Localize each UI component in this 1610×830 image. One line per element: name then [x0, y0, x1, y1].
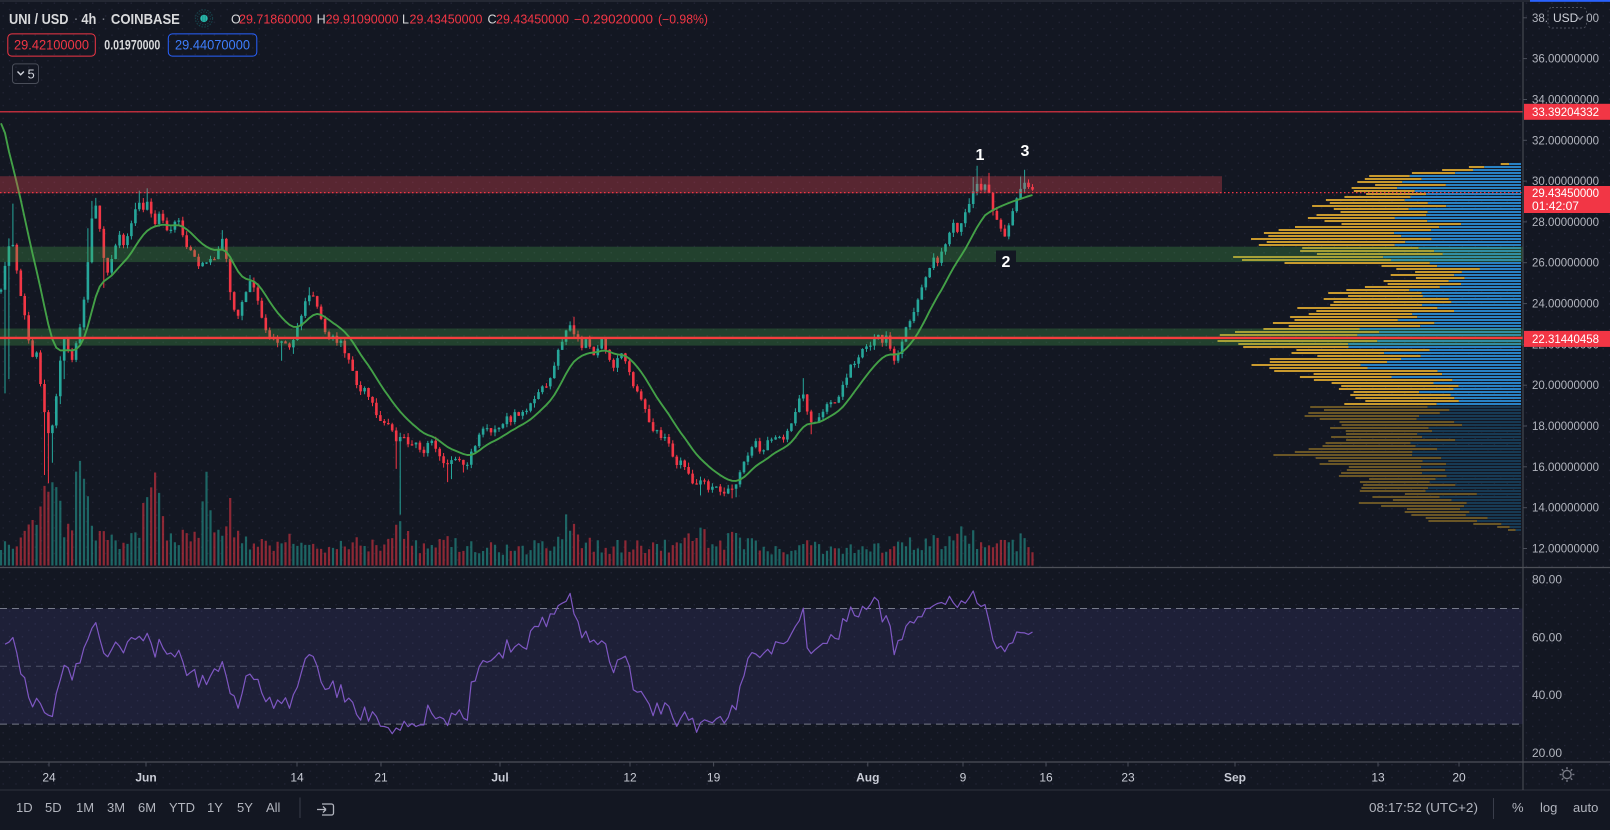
svg-text:21: 21 [374, 771, 388, 785]
svg-text:5Y: 5Y [237, 800, 253, 815]
svg-text:Aug: Aug [856, 771, 879, 785]
svg-text:14: 14 [290, 771, 304, 785]
svg-text:08:17:52 (UTC+2): 08:17:52 (UTC+2) [1369, 800, 1478, 815]
svg-text:log: log [1540, 800, 1557, 815]
svg-text:20.00: 20.00 [1532, 746, 1562, 760]
svg-text:29.42100000: 29.42100000 [14, 38, 89, 53]
svg-text:34.00000000: 34.00000000 [1532, 93, 1599, 107]
svg-text:30.00000000: 30.00000000 [1532, 174, 1599, 188]
svg-text:22.31440458: 22.31440458 [1532, 332, 1599, 346]
svg-text:4h: 4h [81, 11, 96, 28]
svg-text:12: 12 [623, 771, 637, 785]
svg-text:9: 9 [960, 771, 967, 785]
svg-text:40.00: 40.00 [1532, 688, 1562, 702]
svg-text:29.43450000: 29.43450000 [410, 13, 483, 27]
svg-text:24.00000000: 24.00000000 [1532, 297, 1599, 311]
svg-text:20.00000000: 20.00000000 [1532, 378, 1599, 392]
svg-text:3M: 3M [107, 800, 125, 815]
svg-text:16: 16 [1039, 771, 1053, 785]
svg-text:COINBASE: COINBASE [111, 11, 180, 28]
svg-text:24: 24 [42, 771, 56, 785]
svg-text:16.00000000: 16.00000000 [1532, 460, 1599, 474]
svg-text:36.00000000: 36.00000000 [1532, 52, 1599, 66]
svg-text:23: 23 [1121, 771, 1135, 785]
svg-text:13: 13 [1371, 771, 1385, 785]
svg-text:(−0.98%): (−0.98%) [658, 13, 708, 27]
svg-text:1D: 1D [16, 800, 33, 815]
svg-text:29.44070000: 29.44070000 [175, 38, 250, 53]
svg-text:28.00000000: 28.00000000 [1532, 215, 1599, 229]
svg-text:1Y: 1Y [207, 800, 223, 815]
svg-text:1: 1 [976, 147, 985, 164]
svg-text:All: All [266, 800, 281, 815]
svg-text:USD: USD [1553, 11, 1579, 25]
svg-text:auto: auto [1573, 800, 1598, 815]
svg-text:−0.29020000: −0.29020000 [574, 13, 653, 27]
svg-text:0.01970000: 0.01970000 [104, 38, 160, 53]
svg-text:Jun: Jun [135, 771, 156, 785]
svg-text:19: 19 [707, 771, 721, 785]
svg-text:O: O [231, 13, 241, 27]
svg-text:3: 3 [1021, 143, 1030, 160]
svg-text:6M: 6M [138, 800, 156, 815]
svg-text:2: 2 [1002, 254, 1011, 271]
svg-text:C: C [488, 13, 497, 27]
svg-text:20: 20 [1452, 771, 1466, 785]
svg-text:·: · [74, 10, 79, 27]
svg-text:80.00: 80.00 [1532, 573, 1562, 587]
svg-text:·: · [101, 10, 106, 27]
svg-text:%: % [1512, 800, 1524, 815]
svg-text:L: L [402, 13, 409, 27]
svg-text:1M: 1M [76, 800, 94, 815]
svg-text:29.43450000: 29.43450000 [1532, 186, 1599, 200]
svg-text:UNI / USD: UNI / USD [9, 11, 69, 28]
svg-text:60.00: 60.00 [1532, 630, 1562, 644]
svg-text:5D: 5D [45, 800, 62, 815]
svg-text:26.00000000: 26.00000000 [1532, 256, 1599, 270]
svg-text:5: 5 [28, 67, 35, 82]
svg-text:01:42:07: 01:42:07 [1532, 199, 1579, 213]
svg-text:33.39204332: 33.39204332 [1532, 105, 1599, 119]
svg-text:H: H [317, 13, 326, 27]
svg-text:29.71860000: 29.71860000 [239, 13, 312, 27]
svg-text:YTD: YTD [169, 800, 195, 815]
svg-text:Jul: Jul [491, 771, 508, 785]
svg-text:18.00000000: 18.00000000 [1532, 419, 1599, 433]
svg-text:29.43450000: 29.43450000 [496, 13, 569, 27]
svg-text:14.00000000: 14.00000000 [1532, 501, 1599, 515]
svg-text:32.00000000: 32.00000000 [1532, 133, 1599, 147]
svg-text:Sep: Sep [1224, 771, 1246, 785]
svg-text:12.00000000: 12.00000000 [1532, 542, 1599, 556]
svg-text:29.91090000: 29.91090000 [326, 13, 399, 27]
